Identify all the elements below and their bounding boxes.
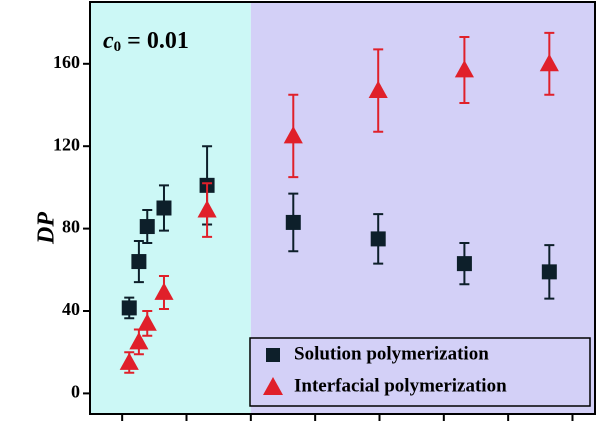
marker-square xyxy=(370,231,386,247)
annotation: c0 = 0.01 xyxy=(103,28,189,56)
legend-label: Solution polymerization xyxy=(294,343,489,364)
marker-square xyxy=(456,256,472,272)
y-tick-label: 0 xyxy=(71,382,80,402)
marker-square xyxy=(156,200,172,216)
marker-triangle xyxy=(197,200,217,218)
annotation-subscript: 0 xyxy=(114,39,122,55)
marker-triangle xyxy=(368,80,388,99)
marker-triangle xyxy=(539,53,559,72)
y-tick-label: 160 xyxy=(53,52,80,72)
marker-square xyxy=(139,219,155,235)
plot-frame xyxy=(89,1,596,415)
legend-marker xyxy=(266,348,280,362)
marker-triangle xyxy=(129,332,149,350)
y-axis-label: DP xyxy=(34,212,60,245)
legend-marker xyxy=(263,377,283,395)
marker-triangle xyxy=(137,313,157,331)
y-tick-label: 40 xyxy=(62,299,80,319)
y-tick-label: 120 xyxy=(53,134,80,154)
marker-square xyxy=(285,214,301,230)
annotation-symbol: c xyxy=(103,28,114,54)
y-tick-label: 80 xyxy=(62,217,80,237)
marker-triangle xyxy=(454,60,474,78)
marker-triangle xyxy=(119,352,139,370)
marker-triangle xyxy=(154,282,174,300)
legend-label: Interfacial polymerization xyxy=(294,375,507,396)
marker-square xyxy=(121,300,137,316)
marker-square xyxy=(131,254,147,270)
shaded-region xyxy=(250,2,596,414)
marker-triangle xyxy=(283,126,303,144)
marker-square xyxy=(541,264,557,280)
annotation-value: = 0.01 xyxy=(121,28,189,54)
legend-box xyxy=(249,337,591,407)
